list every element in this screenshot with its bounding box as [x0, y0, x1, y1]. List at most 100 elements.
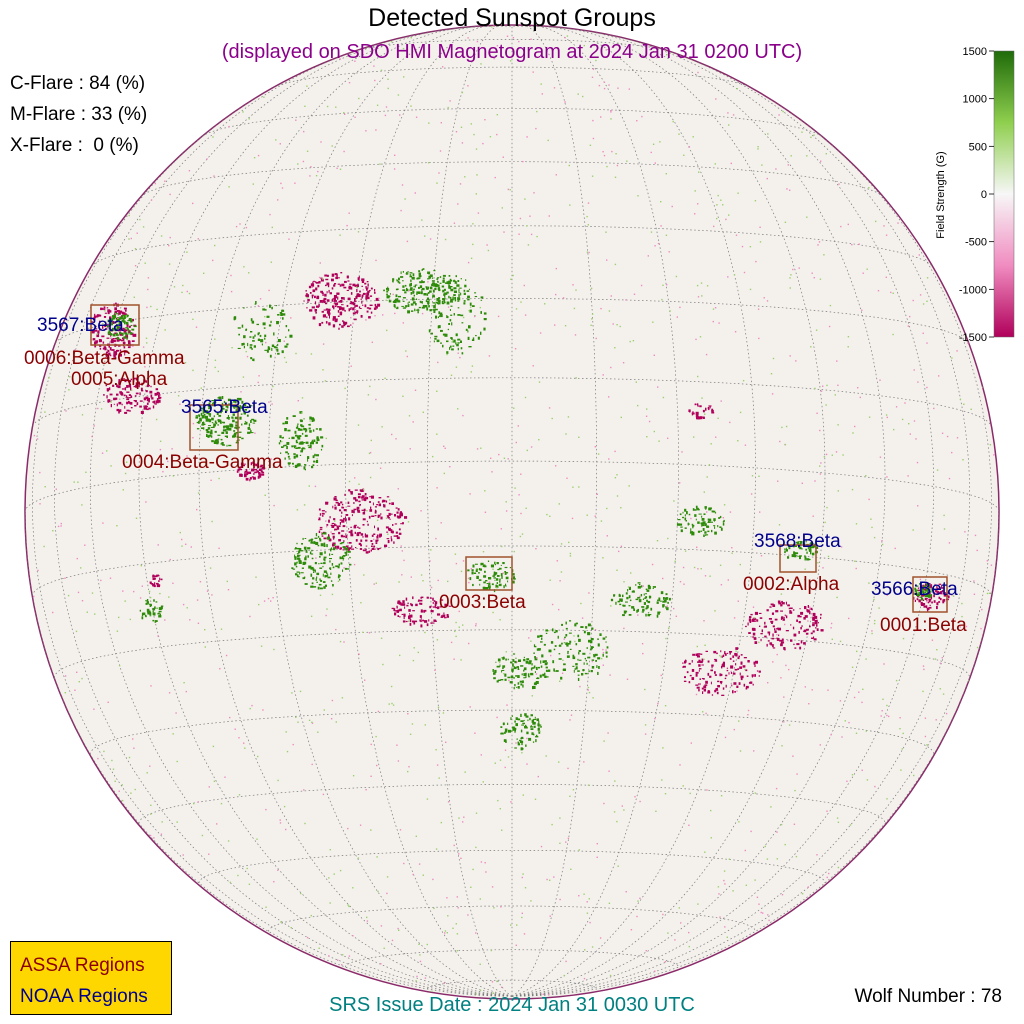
weak-field-speck: [522, 794, 524, 796]
field-speck: [583, 662, 585, 665]
weak-field-speck: [352, 775, 355, 777]
weak-field-speck: [73, 481, 75, 483]
weak-field-speck: [787, 639, 789, 642]
field-speck: [266, 315, 270, 318]
weak-field-speck: [830, 627, 832, 629]
field-speck: [115, 302, 117, 305]
field-speck: [436, 298, 440, 301]
weak-field-speck: [720, 400, 722, 402]
field-speck: [442, 333, 446, 336]
field-speck: [332, 318, 335, 321]
field-speck: [238, 406, 241, 410]
weak-field-speck: [945, 712, 948, 715]
field-speck: [404, 606, 406, 609]
weak-field-speck: [444, 932, 446, 934]
weak-field-speck: [412, 421, 414, 423]
field-speck: [374, 289, 376, 292]
weak-field-speck: [146, 342, 148, 344]
field-speck: [342, 555, 346, 557]
weak-field-speck: [615, 153, 617, 155]
field-speck: [809, 625, 811, 628]
weak-field-speck: [875, 220, 877, 223]
field-speck: [95, 325, 97, 328]
field-speck: [419, 285, 423, 289]
field-speck: [928, 588, 931, 591]
field-speck: [348, 308, 351, 312]
field-speck: [231, 416, 234, 419]
field-speck: [292, 568, 296, 570]
weak-field-speck: [778, 114, 780, 116]
field-speck: [131, 328, 135, 331]
field-speck: [350, 531, 353, 535]
weak-field-speck: [781, 426, 783, 429]
field-speck: [315, 541, 319, 545]
field-speck: [318, 323, 322, 327]
latitude-line: [55, 298, 969, 344]
weak-field-speck: [651, 563, 654, 566]
field-speck: [303, 561, 307, 565]
field-speck: [200, 412, 203, 416]
field-speck: [342, 549, 345, 551]
field-speck: [530, 728, 534, 730]
weak-field-speck: [505, 501, 507, 503]
field-speck: [322, 581, 326, 583]
field-speck: [393, 541, 395, 544]
weak-field-speck: [153, 378, 155, 380]
weak-field-speck: [555, 267, 557, 270]
weak-field-speck: [671, 205, 673, 208]
weak-field-speck: [822, 385, 824, 387]
field-speck: [258, 473, 262, 475]
field-speck: [455, 275, 457, 278]
weak-field-speck: [75, 630, 78, 633]
field-speck: [322, 299, 325, 303]
weak-field-speck: [67, 594, 70, 597]
field-speck: [328, 519, 330, 523]
field-speck: [271, 344, 275, 347]
weak-field-speck: [558, 503, 560, 505]
field-speck: [148, 603, 152, 605]
weak-field-speck: [341, 697, 344, 699]
field-speck: [395, 298, 398, 302]
field-speck: [575, 666, 578, 670]
field-speck: [426, 293, 429, 296]
field-speck: [711, 664, 714, 667]
field-speck: [126, 385, 129, 388]
field-speck: [225, 431, 228, 434]
field-speck: [315, 287, 318, 291]
weak-field-speck: [219, 668, 221, 670]
field-speck: [343, 297, 345, 301]
weak-field-speck: [627, 586, 630, 588]
weak-field-speck: [654, 162, 656, 164]
field-speck: [548, 669, 551, 672]
weak-field-speck: [589, 921, 591, 924]
field-speck: [625, 592, 628, 595]
field-speck: [133, 379, 135, 382]
weak-field-speck: [496, 114, 498, 116]
weak-field-speck: [380, 637, 383, 639]
field-speck: [214, 439, 217, 442]
field-speck: [597, 643, 600, 647]
field-speck: [149, 604, 151, 607]
field-speck: [434, 335, 438, 338]
field-speck: [214, 399, 216, 401]
field-speck: [314, 537, 318, 539]
weak-field-speck: [526, 449, 528, 452]
field-speck: [734, 691, 736, 693]
field-speck: [512, 653, 516, 655]
weak-field-speck: [407, 620, 410, 622]
weak-field-speck: [793, 823, 796, 825]
weak-field-speck: [209, 567, 212, 569]
field-speck: [440, 604, 442, 607]
weak-field-speck: [253, 406, 256, 408]
field-speck: [794, 554, 797, 558]
field-speck: [702, 521, 706, 524]
weak-field-speck: [614, 263, 617, 266]
field-speck: [379, 547, 381, 550]
field-speck: [441, 301, 444, 304]
weak-field-speck: [625, 891, 627, 893]
field-speck: [517, 666, 519, 670]
field-speck: [153, 400, 156, 404]
field-speck: [622, 594, 624, 598]
weak-field-speck: [424, 235, 426, 237]
weak-field-speck: [614, 347, 616, 349]
